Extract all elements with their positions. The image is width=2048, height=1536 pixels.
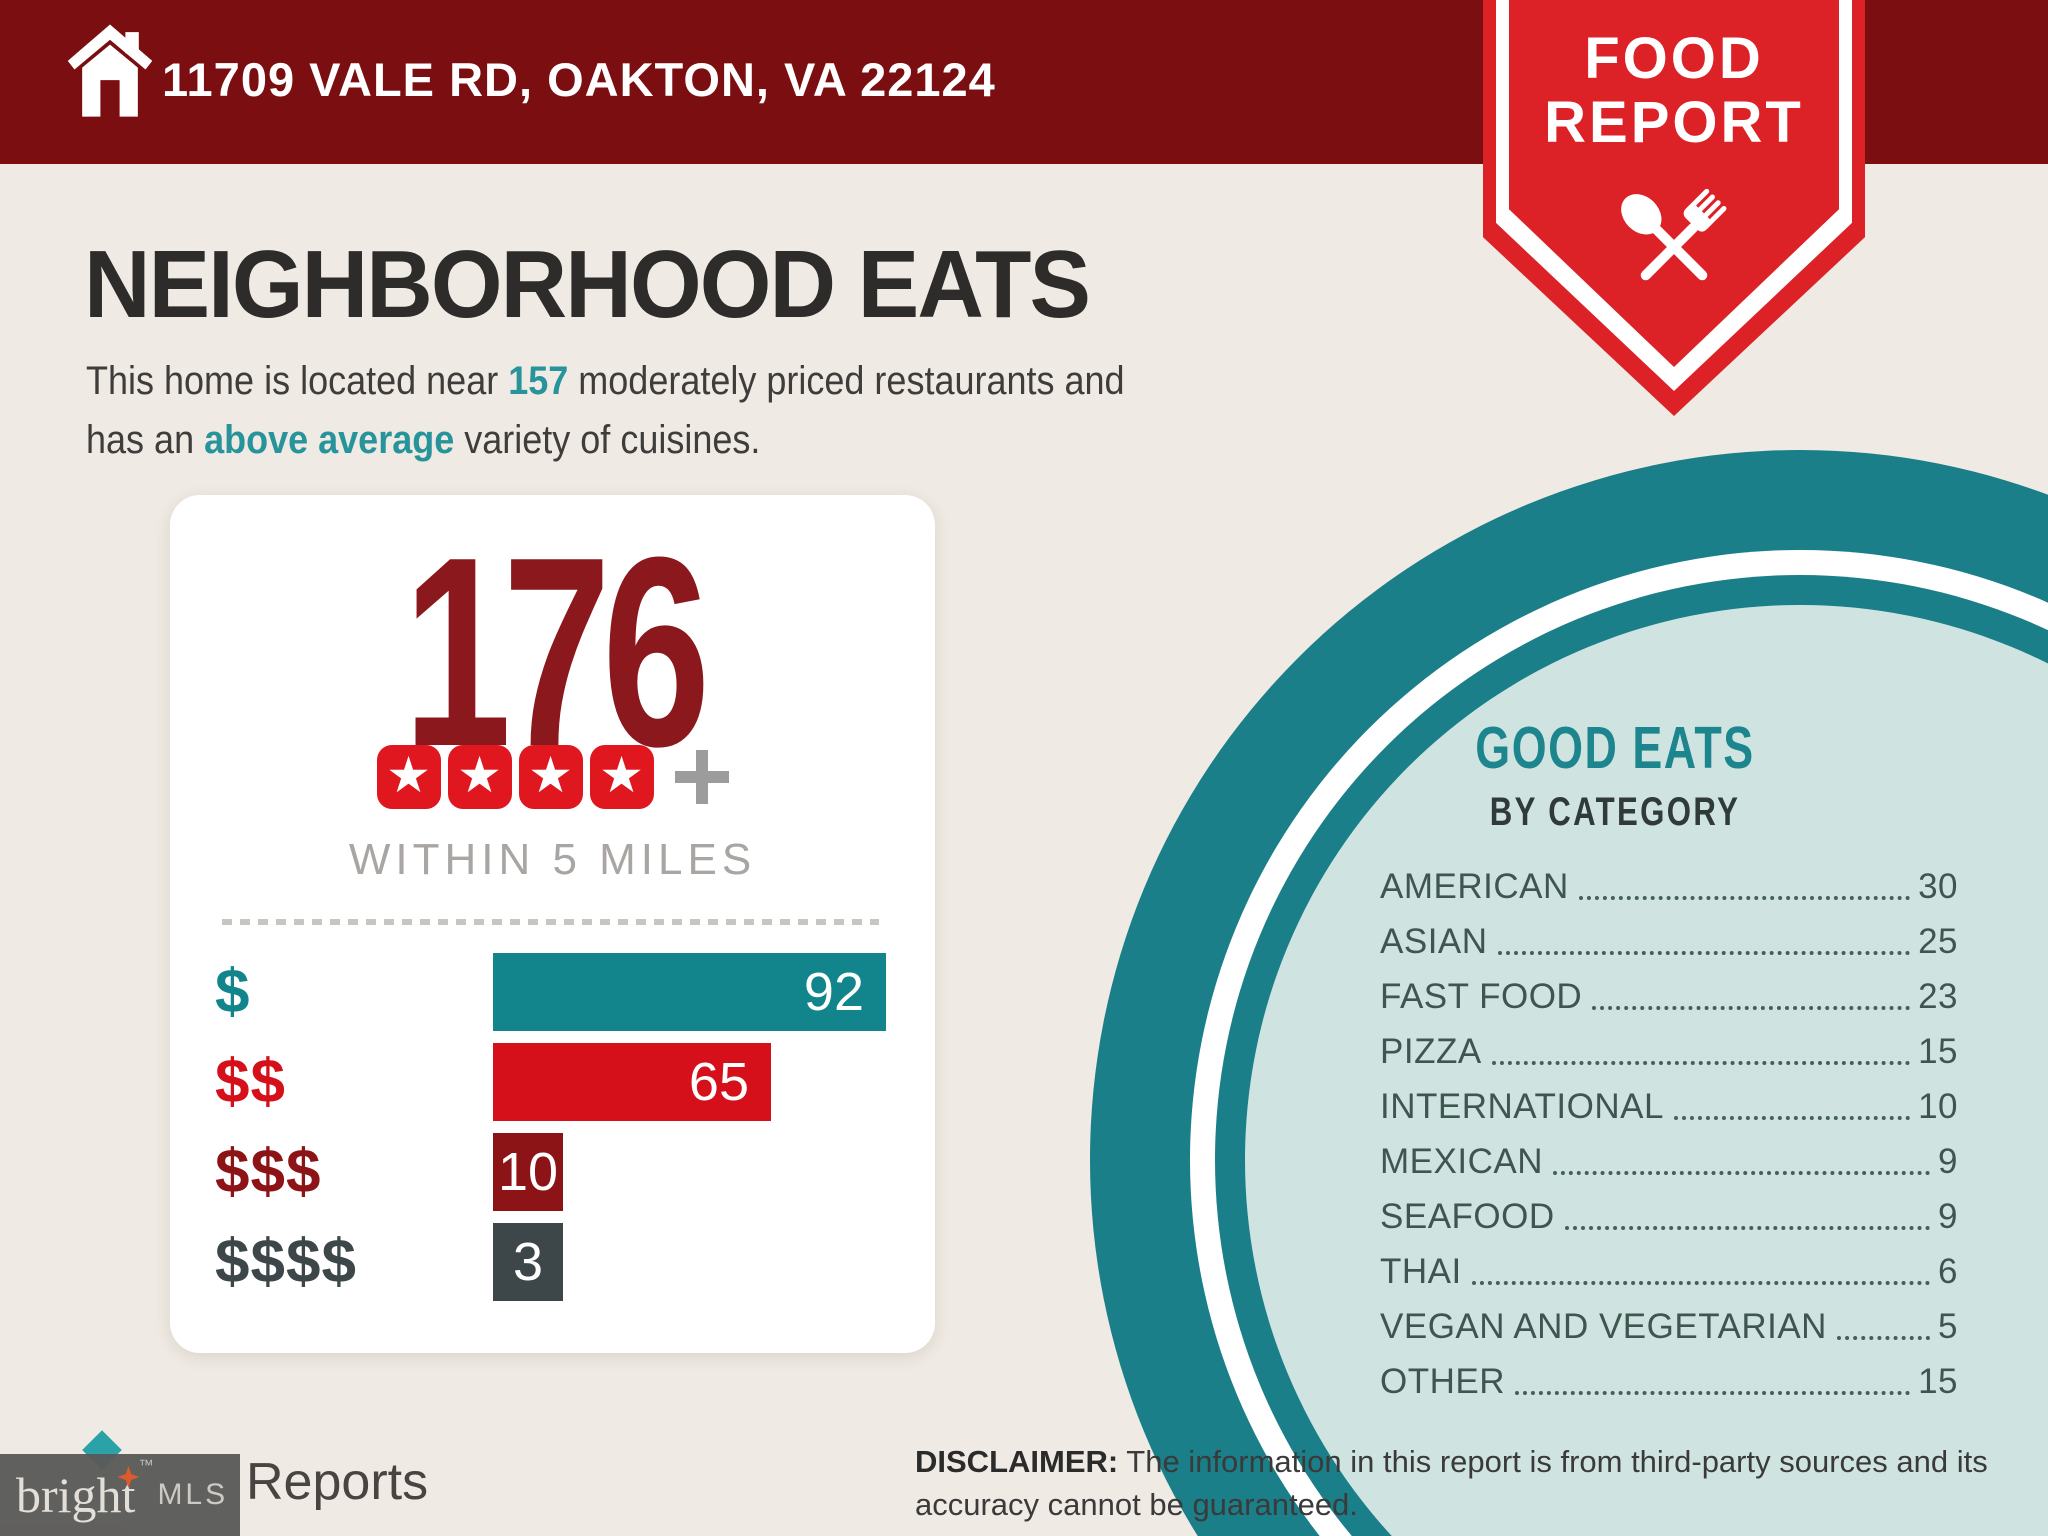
star-rating-row: ★ ★ ★ ★ — [170, 745, 935, 809]
category-value: 25 — [1918, 922, 1958, 961]
price-tier-label: $$$ — [215, 1137, 322, 1207]
obscured-reports-text: Reports — [246, 1453, 429, 1511]
bright-text: bright — [16, 1467, 136, 1523]
category-row: AMERICAN 30 — [1380, 858, 1958, 913]
price-bar-row: $$ 65 — [170, 1043, 935, 1121]
intro-highlight: 157 — [508, 359, 569, 403]
dotted-leader — [1673, 1116, 1911, 1120]
dotted-leader — [1564, 1226, 1931, 1230]
star-badge-icon: ★ — [518, 745, 583, 809]
intro-segment: has an — [86, 417, 205, 462]
dotted-leader — [1552, 1171, 1931, 1175]
category-label: THAI — [1380, 1252, 1462, 1291]
category-label: VEGAN AND VEGETARIAN — [1380, 1307, 1827, 1346]
price-tier-bar-chart: $92 $$ 65 $$$ 10 $$$$ 3 — [170, 953, 935, 1313]
bright-mls-watermark: bright ™ MLS — [0, 1454, 240, 1536]
price-tier-label: $$ — [215, 1047, 286, 1117]
intro-text: This home is located near 157 moderately… — [86, 352, 1125, 470]
category-row: VEGAN AND VEGETARIAN 5 — [1380, 1298, 1958, 1353]
category-label: SEAFOOD — [1380, 1197, 1555, 1236]
dotted-divider — [222, 919, 879, 925]
dotted-leader — [1491, 1061, 1911, 1065]
price-tier-bar: 10 — [493, 1133, 563, 1211]
intro-segment: variety of cuisines. — [454, 417, 761, 462]
category-value: 9 — [1938, 1197, 1958, 1236]
category-label: ASIAN — [1380, 922, 1488, 961]
category-row: FAST FOOD 23 — [1380, 968, 1958, 1023]
spoon-fork-icon — [1621, 188, 1727, 281]
price-tier-bar: 92 — [493, 953, 886, 1031]
price-tier-value: 92 — [803, 962, 864, 1022]
category-label: OTHER — [1380, 1362, 1505, 1401]
category-row: INTERNATIONAL 10 — [1380, 1078, 1958, 1133]
category-row: OTHER 15 — [1380, 1353, 1958, 1408]
mls-text: MLS — [157, 1478, 229, 1511]
star-badge-icon: ★ — [447, 745, 512, 809]
category-row: MEXICAN 9 — [1380, 1133, 1958, 1188]
dotted-leader — [1497, 951, 1911, 955]
category-label: AMERICAN — [1380, 867, 1569, 906]
category-label: INTERNATIONAL — [1380, 1087, 1664, 1126]
category-row: SEAFOOD 9 — [1380, 1188, 1958, 1243]
dotted-leader — [1515, 1391, 1911, 1395]
category-value: 23 — [1918, 977, 1958, 1016]
star-badge-icon: ★ — [589, 745, 654, 809]
page-title: NEIGHBORHOOD EATS — [84, 231, 1091, 338]
price-bar-row: $$$$ 3 — [170, 1223, 935, 1301]
intro-line-2: has an above average variety of cuisines… — [86, 411, 1125, 470]
intro-line-1: This home is located near 157 moderately… — [86, 352, 1125, 411]
property-address: 11709 VALE RD, OAKTON, VA 22124 — [162, 52, 996, 106]
dotted-leader — [1471, 1281, 1931, 1285]
star-badge-icon: ★ — [376, 745, 441, 809]
intro-segment: This home is located near — [86, 359, 509, 403]
category-row: ASIAN 25 — [1380, 913, 1958, 968]
category-row: THAI 6 — [1380, 1243, 1958, 1298]
bright-mls-wordmark: bright ™ — [16, 1458, 153, 1523]
price-bar-row: $$$ 10 — [170, 1133, 935, 1211]
price-tier-bar: 3 — [493, 1223, 563, 1301]
restaurant-total-count: 176 — [403, 502, 710, 803]
plus-icon — [674, 750, 729, 804]
intro-segment: moderately priced restaurants and — [568, 359, 1125, 403]
food-report-ribbon: FOOD REPORT — [1483, 0, 1865, 416]
home-icon — [67, 24, 153, 117]
disclaimer-text: DISCLAIMER: The information in this repo… — [915, 1440, 2015, 1527]
dotted-leader — [1836, 1336, 1931, 1340]
dotted-leader — [1578, 896, 1911, 900]
category-list: AMERICAN 30 ASIAN 25 FAST FOOD 23 PIZZA 15 INTER… — [1380, 858, 1958, 1408]
dotted-leader — [1592, 1006, 1911, 1010]
price-tier-bar: 65 — [493, 1043, 771, 1121]
intro-highlight: above average — [204, 417, 455, 462]
good-eats-subtitle: BY CATEGORY — [1489, 790, 1741, 834]
ribbon-title-line1: FOOD — [1584, 26, 1764, 91]
good-eats-heading: GOOD EATS BY CATEGORY — [1310, 714, 1920, 835]
price-tier-value: 10 — [497, 1142, 559, 1202]
category-value: 9 — [1938, 1142, 1958, 1181]
category-row: PIZZA 15 — [1380, 1023, 1958, 1078]
price-tier-label: $ — [215, 957, 251, 1027]
price-tier-label: $$$$ — [215, 1227, 357, 1297]
disclaimer-body: The information in this report is from t… — [915, 1444, 1988, 1523]
category-value: 30 — [1918, 867, 1958, 906]
category-label: MEXICAN — [1380, 1142, 1543, 1181]
price-bar-row: $92 — [170, 953, 935, 1031]
category-value: 15 — [1918, 1032, 1958, 1071]
price-tier-value: 65 — [688, 1052, 749, 1112]
category-label: FAST FOOD — [1380, 977, 1583, 1016]
disclaimer-label: DISCLAIMER: — [915, 1444, 1119, 1479]
ribbon-title-line2: REPORT — [1544, 90, 1804, 155]
radius-label: WITHIN 5 MILES — [348, 835, 757, 884]
category-value: 5 — [1938, 1307, 1958, 1346]
restaurant-summary-card: 176 ★ ★ ★ ★ WITHIN 5 MILES $92 $$ 65 $$$ 10 $$$$… — [170, 495, 935, 1353]
good-eats-title: GOOD EATS — [1475, 715, 1755, 781]
category-value: 10 — [1918, 1087, 1958, 1126]
price-tier-value: 3 — [512, 1232, 544, 1292]
category-value: 15 — [1918, 1362, 1958, 1401]
category-value: 6 — [1938, 1252, 1958, 1291]
category-label: PIZZA — [1380, 1032, 1482, 1071]
trademark-symbol: ™ — [138, 1457, 154, 1474]
